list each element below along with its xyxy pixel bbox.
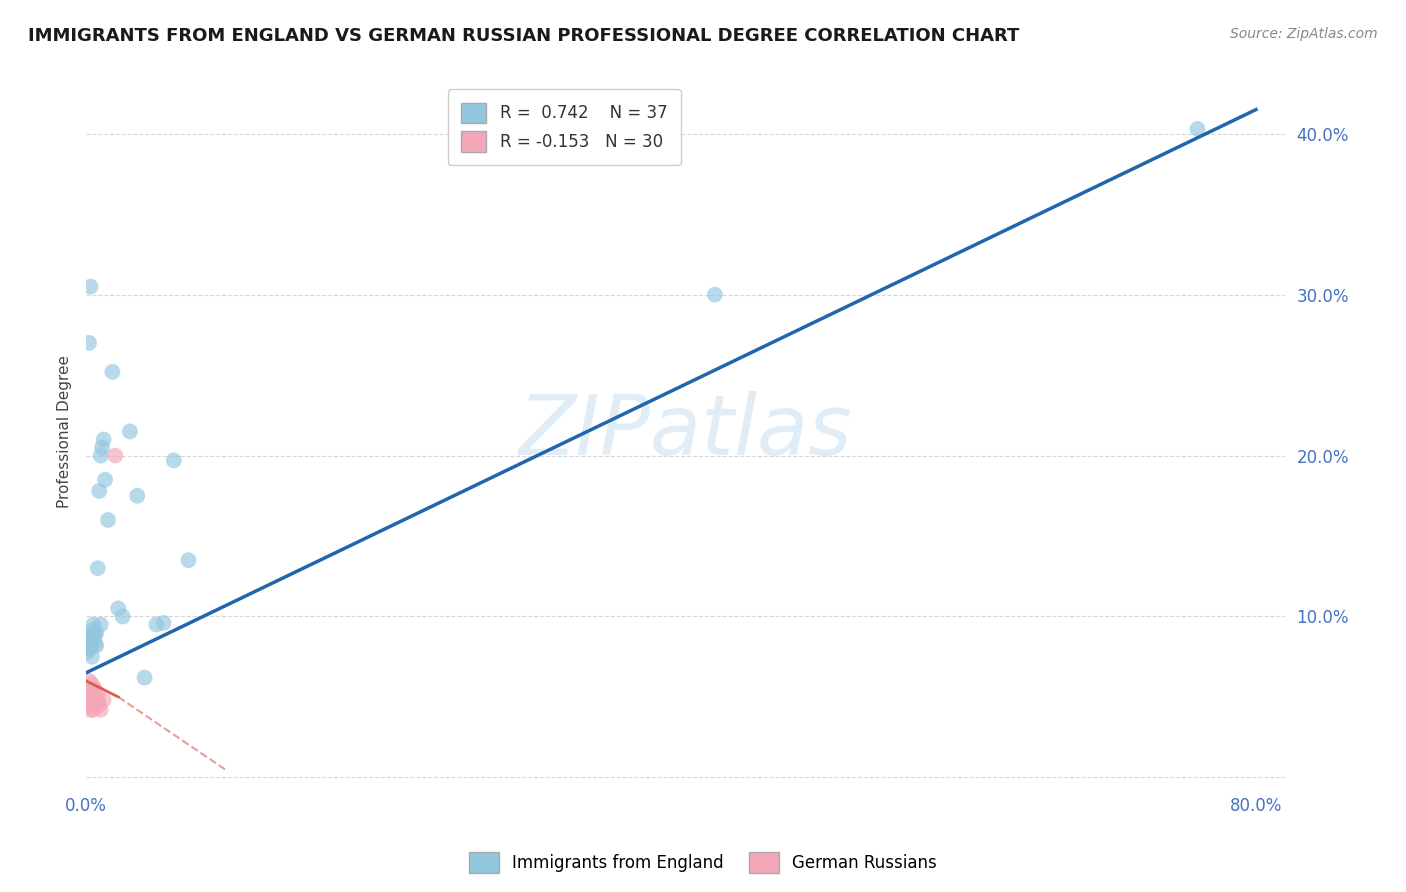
Point — [82, 690, 104, 704]
Point — [1187, 122, 1209, 136]
Point — [89, 698, 111, 712]
Point — [79, 639, 101, 653]
Point — [90, 449, 112, 463]
Point — [77, 673, 100, 688]
Point — [80, 677, 103, 691]
Legend: Immigrants from England, German Russians: Immigrants from England, German Russians — [463, 846, 943, 880]
Point — [163, 453, 186, 467]
Point — [83, 637, 105, 651]
Point — [76, 687, 98, 701]
Point — [134, 671, 156, 685]
Point — [703, 287, 725, 301]
Point — [82, 681, 104, 696]
Point — [101, 365, 124, 379]
Point — [87, 693, 110, 707]
Point — [145, 617, 167, 632]
Point — [77, 698, 100, 712]
Point — [76, 693, 98, 707]
Point — [80, 633, 103, 648]
Point — [79, 681, 101, 696]
Point — [89, 483, 111, 498]
Point — [83, 629, 105, 643]
Text: ZIPatlas: ZIPatlas — [519, 391, 852, 472]
Point — [90, 703, 112, 717]
Point — [87, 561, 110, 575]
Legend: R =  0.742    N = 37, R = -0.153   N = 30: R = 0.742 N = 37, R = -0.153 N = 30 — [449, 89, 681, 165]
Point — [93, 693, 115, 707]
Point — [118, 425, 141, 439]
Point — [87, 687, 110, 701]
Point — [152, 615, 174, 630]
Point — [93, 433, 115, 447]
Point — [82, 617, 104, 632]
Point — [76, 681, 98, 696]
Point — [79, 629, 101, 643]
Point — [90, 617, 112, 632]
Point — [107, 601, 129, 615]
Point — [111, 609, 134, 624]
Y-axis label: Professional Degree: Professional Degree — [58, 355, 72, 508]
Point — [82, 703, 104, 717]
Text: IMMIGRANTS FROM ENGLAND VS GERMAN RUSSIAN PROFESSIONAL DEGREE CORRELATION CHART: IMMIGRANTS FROM ENGLAND VS GERMAN RUSSIA… — [28, 27, 1019, 45]
Point — [77, 335, 100, 350]
Point — [104, 449, 127, 463]
Point — [82, 623, 104, 637]
Point — [83, 693, 105, 707]
Point — [77, 693, 100, 707]
Point — [91, 441, 114, 455]
Point — [97, 513, 120, 527]
Point — [80, 687, 103, 701]
Point — [79, 690, 101, 704]
Point — [83, 681, 105, 696]
Point — [84, 639, 107, 653]
Point — [80, 698, 103, 712]
Point — [83, 687, 105, 701]
Point — [84, 625, 107, 640]
Point — [76, 645, 98, 659]
Point — [82, 698, 104, 712]
Point — [127, 489, 149, 503]
Point — [94, 473, 117, 487]
Point — [177, 553, 200, 567]
Point — [76, 639, 98, 653]
Point — [84, 698, 107, 712]
Point — [80, 649, 103, 664]
Point — [77, 687, 100, 701]
Text: Source: ZipAtlas.com: Source: ZipAtlas.com — [1230, 27, 1378, 41]
Point — [80, 693, 103, 707]
Point — [84, 690, 107, 704]
Point — [82, 625, 104, 640]
Point — [77, 641, 100, 656]
Point — [79, 693, 101, 707]
Point — [79, 279, 101, 293]
Point — [79, 703, 101, 717]
Point — [77, 633, 100, 648]
